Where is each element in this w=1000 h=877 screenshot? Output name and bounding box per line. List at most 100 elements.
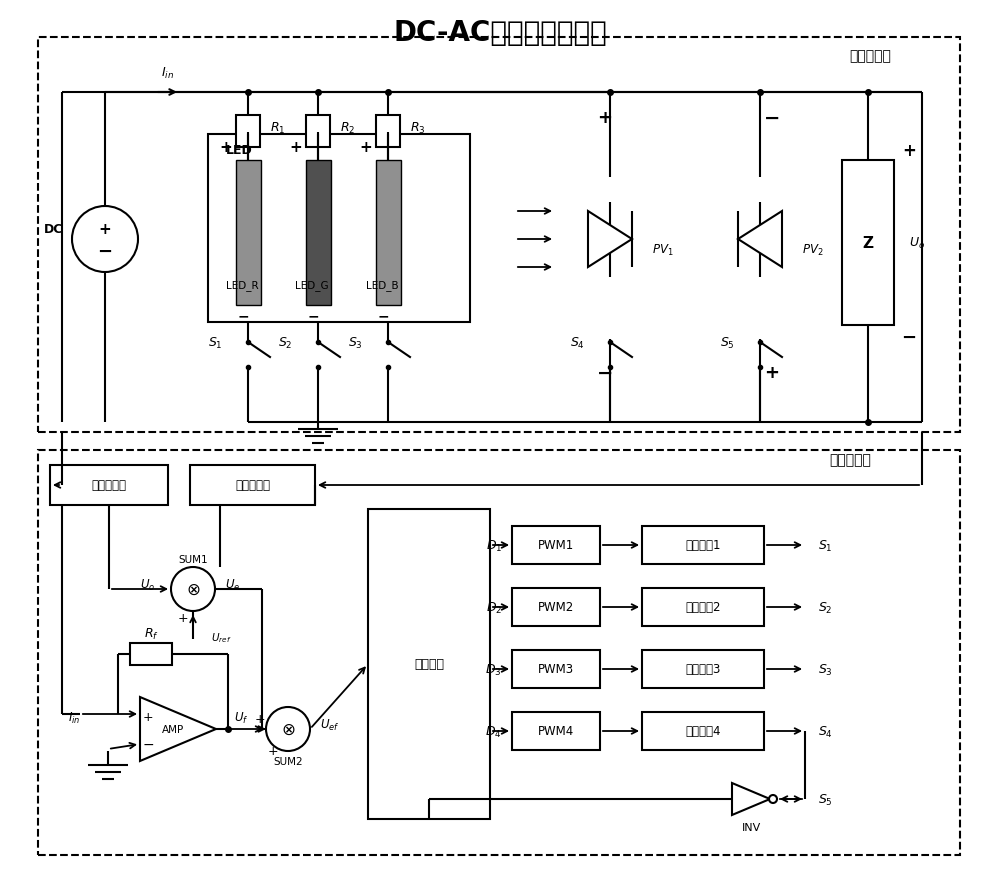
Text: −: − (597, 363, 613, 382)
Polygon shape (732, 783, 770, 815)
Bar (512, 526, 600, 565)
Bar (208, 135, 470, 323)
Bar (306, 116, 330, 148)
Polygon shape (140, 697, 216, 761)
Text: ⊗: ⊗ (186, 581, 200, 598)
Text: −: − (377, 309, 389, 323)
Bar (50, 466, 168, 505)
Text: $R_1$: $R_1$ (270, 120, 285, 135)
Bar (130, 643, 172, 666)
Polygon shape (738, 211, 782, 267)
Text: $U_{ref}$: $U_{ref}$ (211, 631, 232, 645)
Text: −: − (764, 109, 780, 127)
Bar (642, 526, 764, 565)
Bar (236, 116, 260, 148)
Bar (512, 588, 600, 626)
Text: 主控制单元: 主控制单元 (829, 453, 871, 467)
Text: $R_3$: $R_3$ (410, 120, 426, 135)
Circle shape (266, 707, 310, 751)
Text: $PV_2$: $PV_2$ (802, 242, 824, 257)
Text: $U_o$: $U_o$ (909, 236, 925, 251)
Text: PWM4: PWM4 (538, 724, 574, 738)
Bar (512, 712, 600, 750)
Polygon shape (588, 211, 632, 267)
Text: +: + (360, 140, 372, 155)
Text: 驱动电路2: 驱动电路2 (685, 601, 721, 614)
Text: $D_2$: $D_2$ (486, 600, 502, 615)
Text: DC: DC (44, 224, 63, 236)
Text: +: + (598, 109, 612, 127)
Bar (190, 466, 315, 505)
Bar (38, 451, 960, 855)
Text: $U_o$: $U_o$ (140, 577, 155, 592)
Text: $U_f$: $U_f$ (234, 709, 249, 724)
Text: +: + (268, 745, 278, 758)
Bar (236, 160, 261, 306)
Bar (376, 160, 401, 306)
Text: $D_3$: $D_3$ (485, 661, 502, 677)
Text: $S_4$: $S_4$ (818, 724, 833, 738)
Text: LED_R: LED_R (226, 281, 258, 291)
Text: DC-AC光子电能变换器: DC-AC光子电能变换器 (393, 19, 607, 47)
Text: 电压传感器: 电压传感器 (235, 479, 270, 492)
Text: $I_{in}$: $I_{in}$ (68, 709, 80, 724)
Text: 驱动电路3: 驱动电路3 (685, 663, 721, 676)
Text: $D_1$: $D_1$ (486, 538, 502, 553)
Text: +: + (99, 222, 111, 238)
Bar (842, 160, 894, 325)
Text: 驱动电路1: 驱动电路1 (685, 538, 721, 552)
Bar (38, 38, 960, 432)
Text: LED: LED (226, 143, 253, 156)
Text: −: − (142, 738, 154, 751)
Text: PWM2: PWM2 (538, 601, 574, 614)
Text: $D_4$: $D_4$ (485, 724, 502, 738)
Bar (368, 510, 490, 819)
Text: SUM1: SUM1 (178, 554, 208, 565)
Text: SUM2: SUM2 (273, 756, 303, 766)
Circle shape (769, 795, 777, 803)
Text: −: − (237, 309, 249, 323)
Bar (642, 588, 764, 626)
Text: Z: Z (862, 236, 874, 251)
Circle shape (72, 207, 138, 273)
Bar (306, 160, 331, 306)
Text: $S_1$: $S_1$ (818, 538, 833, 553)
Bar (376, 116, 400, 148)
Text: LED_B: LED_B (366, 281, 398, 291)
Bar (512, 650, 600, 688)
Text: $S_4$: $S_4$ (570, 335, 585, 350)
Text: $S_2$: $S_2$ (818, 600, 833, 615)
Text: +: + (290, 140, 302, 155)
Text: −: − (901, 329, 917, 346)
Text: +: + (255, 713, 265, 725)
Text: +: + (902, 142, 916, 160)
Text: $S_3$: $S_3$ (348, 335, 363, 350)
Text: −: − (307, 309, 319, 323)
Text: $S_1$: $S_1$ (208, 335, 223, 350)
Text: $S_3$: $S_3$ (818, 661, 833, 677)
Text: PWM3: PWM3 (538, 663, 574, 676)
Text: $R_f$: $R_f$ (144, 625, 158, 641)
Text: $PV_1$: $PV_1$ (652, 242, 674, 257)
Text: ⊗: ⊗ (281, 720, 295, 738)
Text: 电流传感器: 电流传感器 (91, 479, 126, 492)
Bar (642, 712, 764, 750)
Text: $S_5$: $S_5$ (720, 335, 735, 350)
Text: $I_{in}$: $I_{in}$ (161, 66, 175, 81)
Text: +: + (765, 364, 780, 381)
Text: $S_5$: $S_5$ (818, 792, 833, 807)
Circle shape (171, 567, 215, 611)
Text: 主电路单元: 主电路单元 (849, 49, 891, 63)
Text: $S_2$: $S_2$ (278, 335, 293, 350)
Bar (642, 650, 764, 688)
Text: LED_G: LED_G (295, 281, 329, 291)
Text: $R_2$: $R_2$ (340, 120, 355, 135)
Text: +: + (220, 140, 232, 155)
Text: $U_e$: $U_e$ (225, 577, 240, 592)
Text: +: + (178, 610, 188, 624)
Text: AMP: AMP (162, 724, 184, 734)
Text: 驱动电路4: 驱动电路4 (685, 724, 721, 738)
Text: PWM1: PWM1 (538, 538, 574, 552)
Text: 控制单元: 控制单元 (414, 658, 444, 671)
Text: $U_{ef}$: $U_{ef}$ (320, 717, 340, 731)
